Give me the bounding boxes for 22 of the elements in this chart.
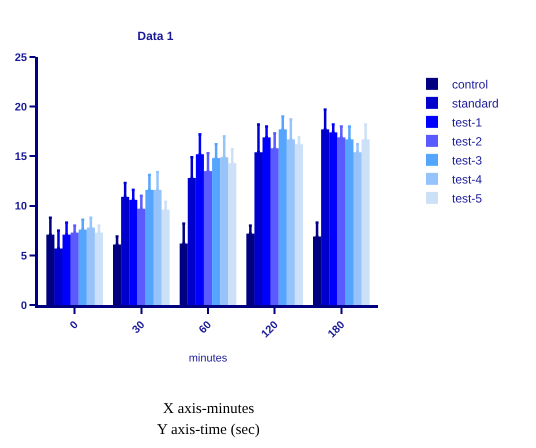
legend-label: standard (452, 96, 499, 111)
y-tick-label: 15 (14, 151, 28, 164)
y-tick-label: 0 (20, 300, 28, 312)
legend-label: test-2 (452, 134, 482, 149)
x-tick-label: 0 (68, 318, 81, 332)
text: Y axis-time (sec) (157, 422, 260, 438)
x-tick-label: 60 (196, 318, 214, 336)
legend-label: test-4 (452, 172, 482, 187)
legend-label: control (452, 78, 488, 92)
y-tick-label: 25 (14, 52, 28, 64)
legend-label: test-3 (452, 154, 482, 168)
x-tick-label: 180 (326, 318, 348, 340)
x-axis-title: minutes (188, 352, 228, 365)
chart-title: Data 1 (137, 28, 174, 43)
y-tick-label: 5 (20, 250, 28, 262)
y-tick-label: 20 (14, 101, 28, 114)
legend-label: test-1 (452, 116, 482, 130)
legend-label: test-5 (452, 192, 482, 206)
text: X axis-minutes (163, 401, 254, 417)
x-tick-label: 30 (130, 318, 148, 336)
y-tick-label: 10 (14, 200, 28, 213)
x-tick-label: 120 (259, 318, 281, 340)
